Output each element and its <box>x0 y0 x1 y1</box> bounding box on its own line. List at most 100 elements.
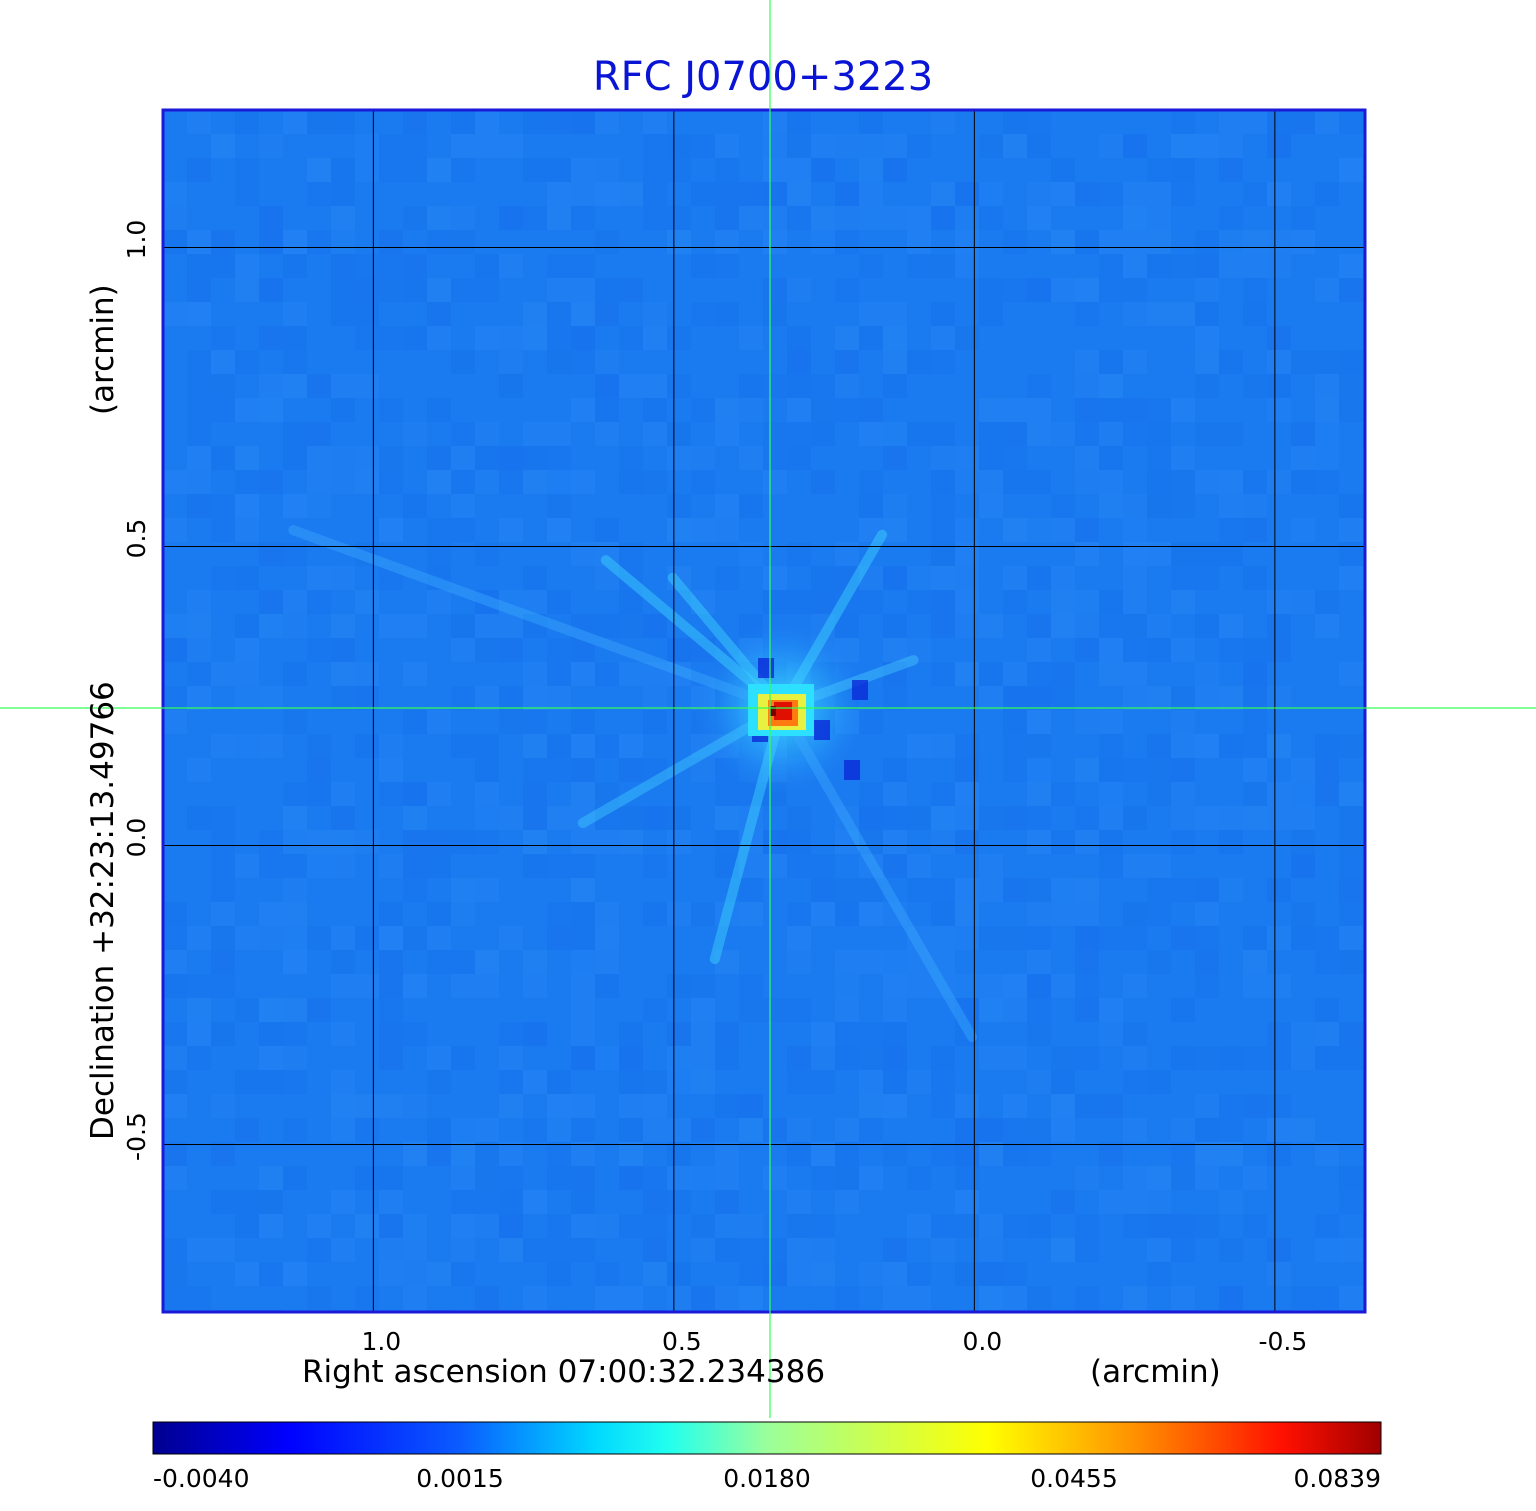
map-texture-cell <box>1195 470 1219 494</box>
map-texture-cell <box>571 1046 595 1070</box>
map-texture-cell <box>787 1046 811 1070</box>
map-texture-cell <box>1099 1094 1123 1118</box>
map-texture-cell <box>355 542 379 566</box>
map-texture-cell <box>1171 686 1195 710</box>
map-texture-cell <box>499 134 523 158</box>
map-texture-cell <box>523 950 547 974</box>
map-texture-cell <box>1363 566 1365 590</box>
map-texture-cell <box>1267 230 1291 254</box>
map-texture-cell <box>1243 806 1267 830</box>
map-texture-cell <box>1123 758 1147 782</box>
map-texture-cell <box>187 926 211 950</box>
map-texture-cell <box>859 1022 883 1046</box>
map-texture-cell <box>763 1166 787 1190</box>
map-texture-cell <box>499 710 523 734</box>
map-texture-cell <box>715 398 739 422</box>
map-texture-cell <box>763 830 787 854</box>
map-texture-cell <box>331 302 355 326</box>
map-texture-cell <box>1195 230 1219 254</box>
map-texture-cell <box>1099 446 1123 470</box>
map-texture-cell <box>571 1238 595 1262</box>
map-texture-cell <box>1171 878 1195 902</box>
x-tick-label: -0.5 <box>1258 1327 1307 1356</box>
map-texture-cell <box>835 230 859 254</box>
map-texture-cell <box>907 854 931 878</box>
map-texture-cell <box>163 302 187 326</box>
map-texture-cell <box>403 662 427 686</box>
map-texture-cell <box>451 1166 475 1190</box>
map-texture-cell <box>571 926 595 950</box>
map-texture-cell <box>595 1046 619 1070</box>
map-texture-cell <box>1243 254 1267 278</box>
map-texture-cell <box>1075 1046 1099 1070</box>
map-texture-cell <box>643 374 667 398</box>
map-texture-cell <box>691 1238 715 1262</box>
y-tick-label: 1.0 <box>122 220 151 260</box>
map-texture-cell <box>235 254 259 278</box>
map-texture-cell <box>1099 470 1123 494</box>
map-texture-cell <box>835 374 859 398</box>
map-texture-cell <box>643 662 667 686</box>
map-texture-cell <box>1123 278 1147 302</box>
map-texture-cell <box>1099 1142 1123 1166</box>
map-texture-cell <box>571 782 595 806</box>
map-texture-cell <box>1243 734 1267 758</box>
map-texture-cell <box>427 902 451 926</box>
map-texture-cell <box>883 686 907 710</box>
map-texture-cell <box>1291 110 1315 134</box>
map-texture-cell <box>331 854 355 878</box>
map-texture-cell <box>1123 350 1147 374</box>
map-texture-cell <box>1363 446 1365 470</box>
map-texture-cell <box>1099 638 1123 662</box>
map-texture-cell <box>1099 926 1123 950</box>
map-texture-cell <box>235 494 259 518</box>
map-texture-cell <box>1123 638 1147 662</box>
map-texture-cell <box>451 278 475 302</box>
map-texture-cell <box>859 1046 883 1070</box>
map-texture-cell <box>211 1238 235 1262</box>
map-texture-cell <box>475 1214 499 1238</box>
map-texture-cell <box>1171 254 1195 278</box>
map-texture-cell <box>667 1190 691 1214</box>
map-texture-cell <box>859 590 883 614</box>
map-texture-cell <box>955 1166 979 1190</box>
map-texture-cell <box>403 134 427 158</box>
map-texture-cell <box>739 1238 763 1262</box>
map-texture-cell <box>835 566 859 590</box>
map-texture-cell <box>979 1046 1003 1070</box>
map-texture-cell <box>979 926 1003 950</box>
map-texture-cell <box>547 302 571 326</box>
map-texture-cell <box>1195 902 1219 926</box>
map-texture-cell <box>643 854 667 878</box>
map-texture-cell <box>1027 974 1051 998</box>
map-texture-cell <box>883 494 907 518</box>
map-texture-cell <box>331 1094 355 1118</box>
map-texture-cell <box>619 1022 643 1046</box>
map-texture-cell <box>283 1070 307 1094</box>
map-texture-cell <box>1027 1070 1051 1094</box>
map-texture-cell <box>715 1094 739 1118</box>
map-texture-cell <box>859 110 883 134</box>
map-texture-cell <box>931 974 955 998</box>
map-texture-cell <box>859 518 883 542</box>
map-texture-cell <box>811 902 835 926</box>
sidelobe-ray <box>709 703 788 965</box>
map-texture-cell <box>499 614 523 638</box>
map-texture-cell <box>331 254 355 278</box>
map-texture-cell <box>1171 446 1195 470</box>
map-texture-cell <box>1267 734 1291 758</box>
map-texture-cell <box>403 158 427 182</box>
map-texture-cell <box>211 374 235 398</box>
map-texture-cell <box>571 662 595 686</box>
map-texture-cell <box>379 1022 403 1046</box>
map-texture-cell <box>1051 878 1075 902</box>
map-texture-cell <box>259 1166 283 1190</box>
map-texture-cell <box>907 878 931 902</box>
map-texture-cell <box>1171 806 1195 830</box>
map-texture-cell <box>379 518 403 542</box>
map-texture-cell <box>1075 1166 1099 1190</box>
map-texture-cell <box>955 974 979 998</box>
map-texture-cell <box>739 374 763 398</box>
map-texture-cell <box>1219 1046 1243 1070</box>
map-texture-cell <box>1339 878 1363 902</box>
